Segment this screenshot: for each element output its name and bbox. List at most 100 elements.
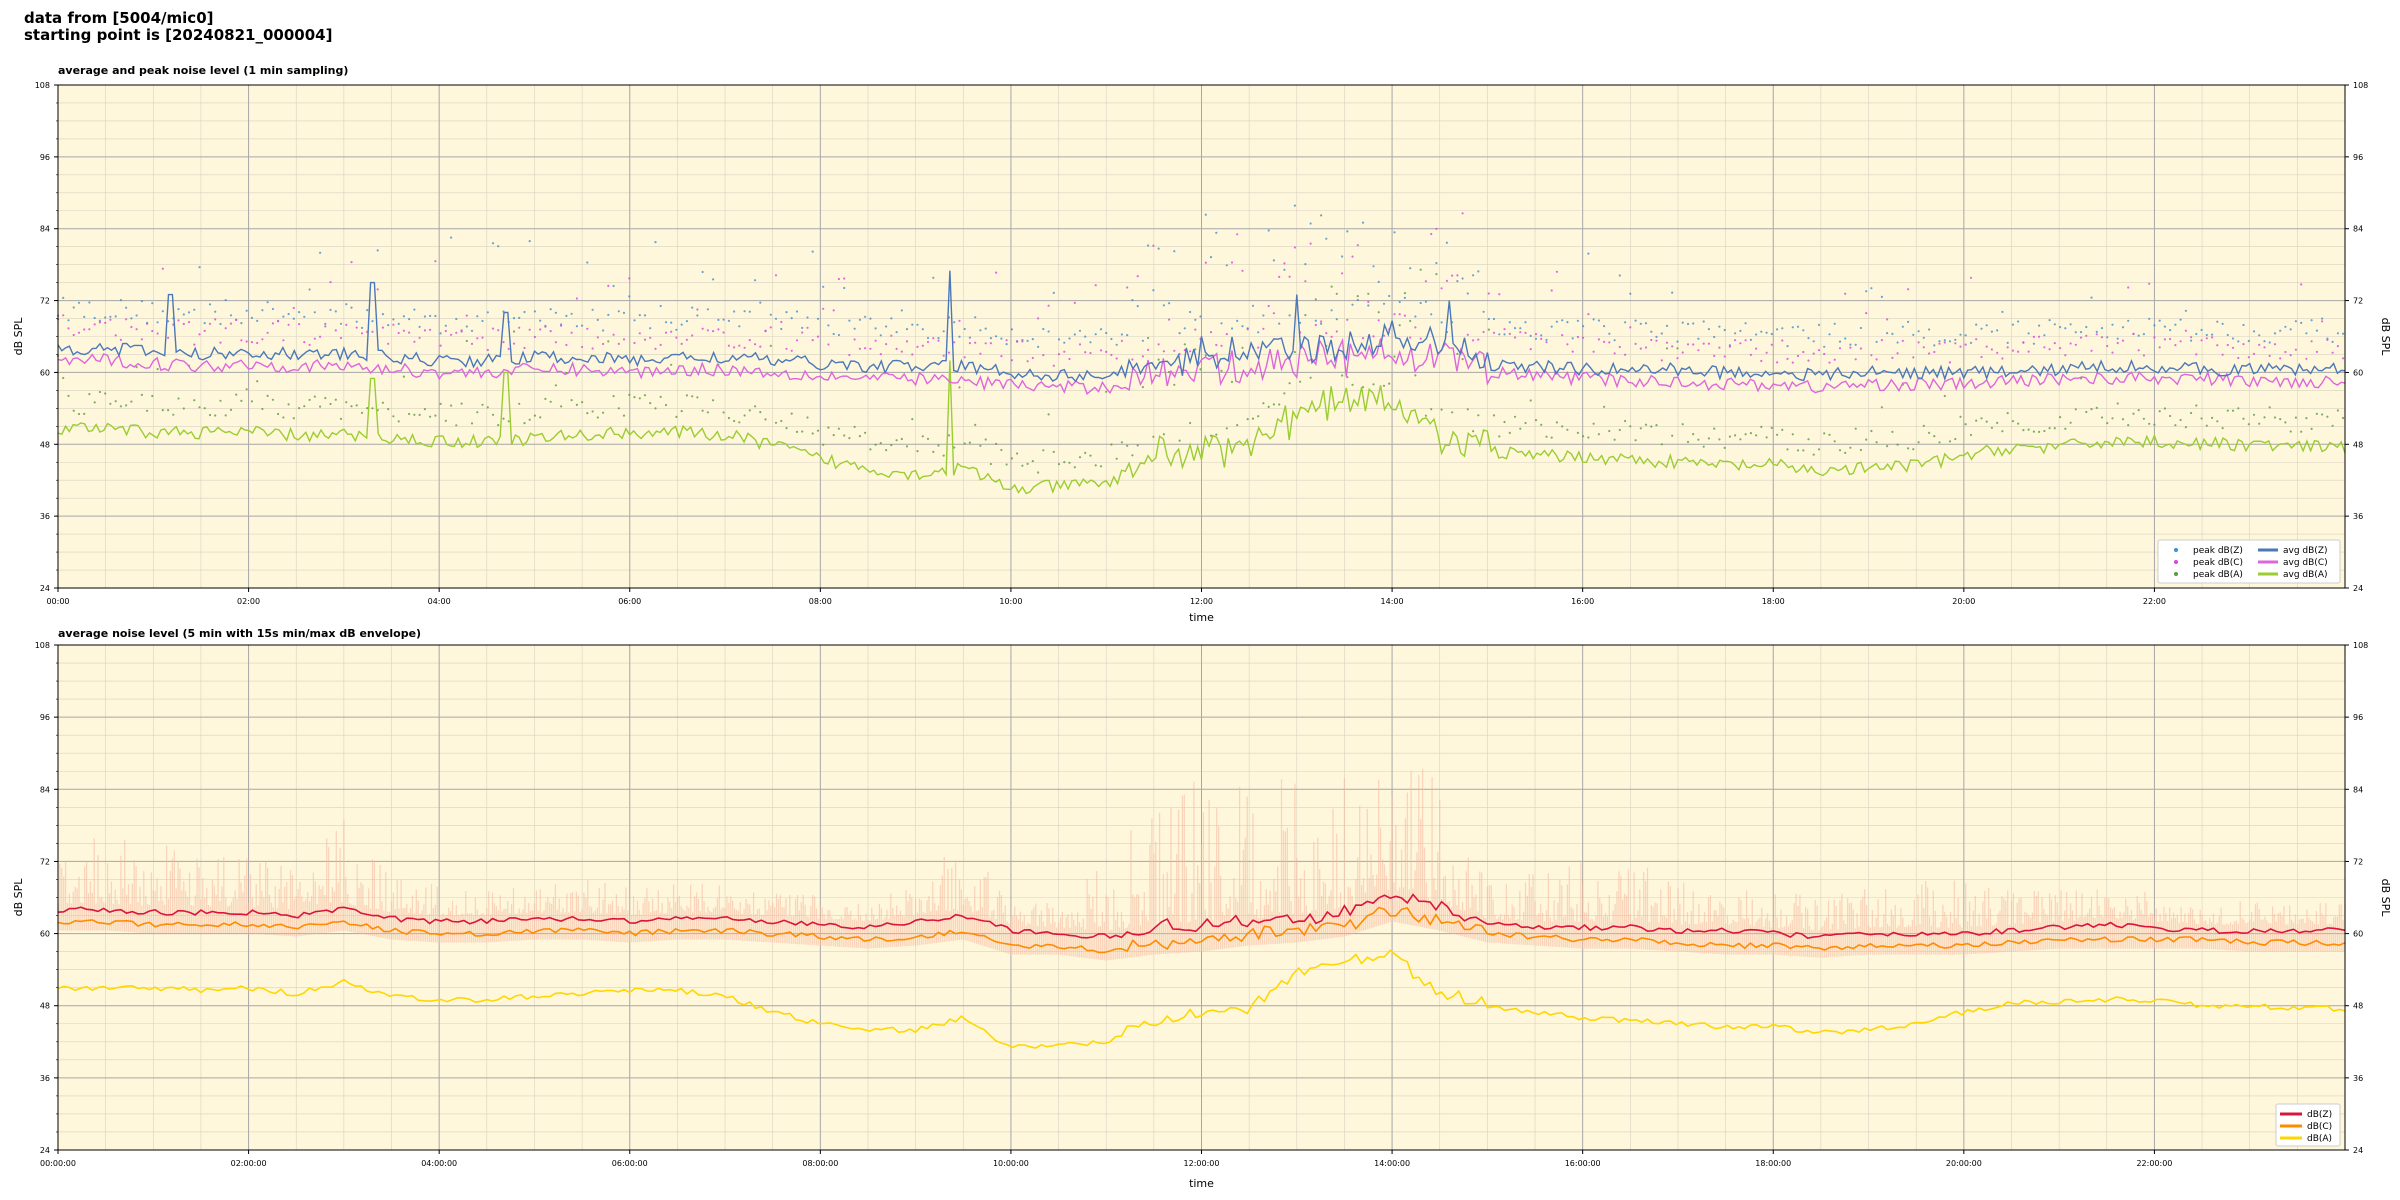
- y-axis-label-right: dB SPL: [2379, 879, 2392, 918]
- peak-dBA-point: [1728, 435, 1731, 438]
- peak-dBA-point: [864, 431, 867, 434]
- peak-dBZ-point: [1838, 340, 1842, 343]
- peak-dBZ-point: [130, 317, 133, 320]
- peak-dBA-point: [250, 400, 253, 403]
- peak-dBZ-point: [2085, 325, 2088, 329]
- peak-dBZ-point: [450, 236, 453, 239]
- peak-dBC-point: [1372, 335, 1375, 338]
- peak-dBC-point: [1026, 360, 1029, 363]
- peak-dBC-point: [1037, 317, 1040, 320]
- peak-dBA-point: [1367, 292, 1370, 295]
- peak-dBZ-point: [1126, 334, 1129, 337]
- peak-dBA-point: [62, 376, 65, 380]
- peak-dBC-point: [560, 324, 563, 327]
- peak-dBC-point: [549, 330, 552, 333]
- peak-dBZ-point: [748, 310, 751, 313]
- peak-dBA-point: [1723, 446, 1726, 449]
- peak-dBZ-point: [1702, 320, 1705, 323]
- peak-dBA-point: [434, 414, 437, 417]
- peak-dBA-point: [172, 413, 175, 416]
- peak-dBC-point: [2221, 353, 2224, 356]
- peak-dBC-point: [790, 349, 793, 352]
- peak-dBA-point: [1126, 444, 1129, 447]
- peak-dBC-point: [67, 327, 70, 330]
- peak-dBZ-point: [470, 329, 474, 332]
- peak-dBC-point: [1241, 269, 1244, 272]
- peak-dBZ-point: [1110, 337, 1113, 341]
- peak-dBZ-point: [1833, 322, 1836, 325]
- peak-points: [56, 204, 2345, 474]
- peak-dBZ-point: [727, 319, 731, 322]
- peak-dBC-point: [1513, 336, 1517, 339]
- peak-dBC-point: [1409, 336, 1412, 339]
- peak-dBA-point: [2001, 430, 2004, 433]
- peak-dBC-point: [1765, 351, 1768, 354]
- peak-dBC-point: [2326, 338, 2329, 341]
- peak-dBC-point: [916, 345, 919, 348]
- peak-dBZ-point: [785, 311, 788, 314]
- peak-dBZ-point: [1131, 299, 1134, 302]
- peak-dBA-point: [1472, 430, 1475, 433]
- peak-dBZ-point: [77, 301, 81, 304]
- peak-dBZ-point: [1959, 333, 1962, 336]
- peak-dBC-point: [1592, 350, 1595, 353]
- peak-dBA-point: [989, 462, 993, 466]
- peak-dBZ-point: [989, 337, 993, 340]
- peak-dBA-point: [1519, 427, 1522, 430]
- peak-dBC-point: [1603, 340, 1606, 343]
- peak-dBC-point: [759, 345, 762, 348]
- peak-dBZ-point: [905, 328, 909, 331]
- peak-dBA-point: [879, 442, 882, 445]
- peak-dBC-point: [324, 322, 327, 325]
- peak-dBA-point: [921, 435, 924, 438]
- peak-dBA-point: [88, 393, 91, 396]
- peak-dBA-point: [1388, 382, 1391, 385]
- peak-dBC-point: [1760, 359, 1763, 363]
- peak-dBZ-point: [392, 318, 395, 321]
- peak-dBA-point: [1550, 436, 1553, 439]
- x-tick-label: 04:00: [428, 597, 451, 606]
- peak-dBC-point: [1985, 345, 1988, 348]
- peak-dBC-point: [858, 347, 862, 350]
- legend-marker: [2174, 560, 2178, 564]
- peak-dBA-point: [853, 425, 856, 428]
- peak-dBA-point: [727, 416, 731, 420]
- peak-dBC-point: [1896, 352, 1899, 355]
- peak-dBC-point: [717, 328, 720, 331]
- peak-dBZ-point: [1178, 332, 1181, 335]
- peak-dBC-point: [2247, 356, 2250, 359]
- chart-title: average and peak noise level (1 min samp…: [58, 64, 348, 77]
- peak-dBZ-point: [1409, 267, 1412, 270]
- peak-dBZ-point: [1183, 327, 1186, 330]
- peak-dBZ-point: [1419, 301, 1422, 305]
- peak-dBA-point: [1969, 433, 1973, 437]
- peak-dBC-point: [691, 334, 694, 337]
- peak-dBA-point: [1618, 428, 1621, 432]
- peak-dBC-point: [1424, 280, 1427, 283]
- peak-dBZ-point: [911, 323, 914, 326]
- peak-dBC-point: [1875, 358, 1878, 361]
- peak-dBC-point: [1933, 350, 1936, 354]
- peak-dBC-point: [843, 277, 846, 280]
- peak-dBA-point: [2174, 424, 2177, 427]
- peak-dBA-point: [801, 430, 804, 433]
- peak-dBC-point: [1288, 275, 1291, 278]
- peak-dBZ-point: [1534, 337, 1538, 340]
- peak-dBC-point: [1304, 280, 1307, 283]
- y-tick-label: 84: [40, 785, 50, 794]
- x-tick-label: 16:00: [1571, 597, 1594, 606]
- peak-dBA-point: [1189, 421, 1192, 425]
- peak-dBZ-point: [1042, 327, 1045, 331]
- peak-dBC-point: [1105, 350, 1108, 353]
- peak-dBZ-point: [1220, 322, 1223, 325]
- legend: dB(Z) dB(C) dB(A): [2275, 1103, 2341, 1147]
- peak-dBZ-point: [1550, 325, 1553, 328]
- peak-dBA-point: [1398, 324, 1401, 327]
- peak-dBC-point: [119, 338, 122, 341]
- peak-dBZ-point: [1262, 314, 1265, 317]
- peak-dBA-point: [832, 434, 835, 437]
- peak-dBA-point: [1592, 422, 1595, 425]
- peak-dBA-point: [816, 429, 820, 432]
- peak-dBC-point: [287, 323, 290, 326]
- peak-dBZ-point: [586, 261, 589, 264]
